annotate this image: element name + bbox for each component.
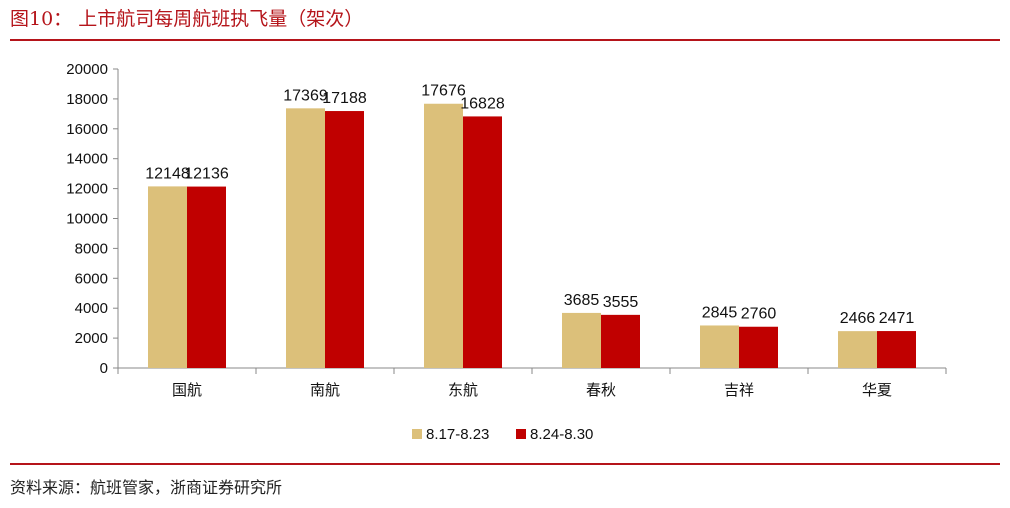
footer-divider [10, 463, 1000, 465]
data-label: 3685 [564, 292, 600, 309]
x-category-label: 东航 [448, 381, 478, 399]
bar-华夏-series-1 [838, 331, 877, 368]
bar-国航-series-2 [187, 186, 226, 368]
bar-国航-series-1 [148, 186, 187, 368]
y-tick-label: 4000 [75, 300, 108, 317]
bar-南航-series-1 [286, 108, 325, 369]
bar-春秋-series-2 [601, 314, 640, 368]
data-label: 2466 [840, 310, 876, 327]
bar-吉祥-series-1 [700, 325, 739, 368]
bar-吉祥-series-2 [739, 326, 778, 368]
data-label: 2845 [702, 304, 738, 321]
data-label: 2760 [741, 306, 777, 323]
x-category-label: 吉祥 [724, 381, 754, 399]
x-category-label: 华夏 [862, 381, 892, 399]
legend-label: 8.17-8.23 [426, 426, 489, 443]
chart-title: 图10： 上市航司每周航班执飞量（架次） [10, 8, 364, 30]
data-label: 12136 [184, 166, 229, 183]
legend-swatch [516, 429, 526, 439]
y-tick-label: 8000 [75, 240, 108, 257]
y-tick-label: 0 [100, 360, 108, 377]
legend-swatch [412, 429, 422, 439]
y-tick-label: 16000 [66, 121, 108, 138]
data-label: 3555 [603, 294, 639, 311]
data-label: 17369 [283, 87, 328, 104]
y-tick-label: 12000 [66, 181, 108, 198]
bar-chart: 0 2000 4000 6000 8000 10000 12000 14000 16000 180… [66, 61, 947, 443]
title-divider [10, 39, 1000, 41]
data-label: 17676 [421, 83, 466, 100]
legend-label: 8.24-8.30 [530, 426, 593, 443]
y-tick-label: 6000 [75, 270, 108, 287]
x-category-label: 春秋 [586, 381, 616, 399]
y-tick-label: 10000 [66, 211, 108, 228]
y-tick-label: 2000 [75, 330, 108, 347]
bar-东航-series-1 [424, 103, 463, 368]
data-label: 17188 [322, 90, 367, 107]
y-tick-label: 18000 [66, 91, 108, 108]
bar-南航-series-2 [325, 111, 364, 368]
x-category-label: 国航 [172, 381, 202, 399]
x-category-label: 南航 [310, 381, 340, 399]
y-tick-label: 14000 [66, 151, 108, 168]
source-note: 资料来源：航班管家，浙商证券研究所 [10, 478, 283, 497]
bar-春秋-series-1 [562, 312, 601, 368]
bar-华夏-series-2 [877, 331, 916, 368]
bar-东航-series-2 [463, 116, 502, 368]
data-label: 2471 [879, 310, 915, 327]
data-label: 12148 [145, 165, 190, 182]
data-label: 16828 [460, 95, 505, 112]
y-tick-label: 20000 [66, 61, 108, 78]
